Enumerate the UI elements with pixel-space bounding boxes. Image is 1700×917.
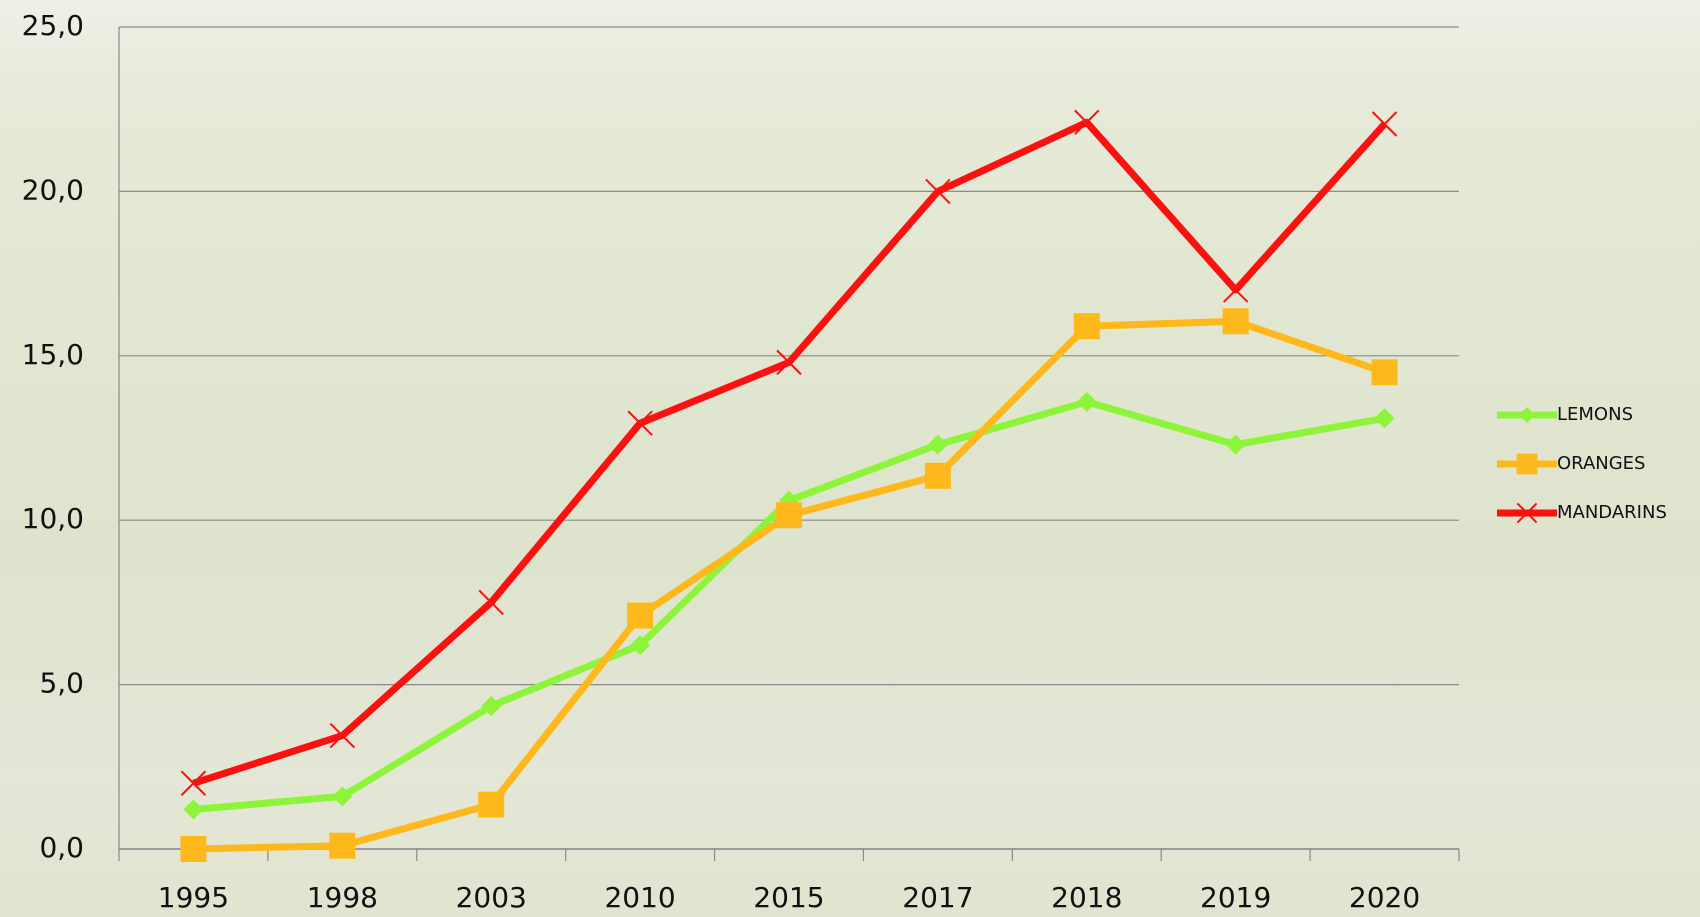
y-tick-label: 5,0 <box>39 667 84 700</box>
data-point <box>1371 359 1398 386</box>
data-point <box>478 791 505 818</box>
data-point <box>180 770 207 796</box>
legend-label: LEMONS <box>1557 404 1633 425</box>
data-point <box>183 799 204 820</box>
data-point <box>927 434 948 455</box>
legend-marker <box>1519 407 1535 423</box>
x-tick-label: 2003 <box>456 881 527 914</box>
data-point <box>1225 434 1246 455</box>
data-point <box>630 635 651 656</box>
series-line <box>193 398 1386 814</box>
x-tick-label: 2018 <box>1051 881 1122 914</box>
series-line <box>193 317 1386 853</box>
legend-label: MANDARINS <box>1557 502 1667 523</box>
y-tick-label: 15,0 <box>22 338 84 371</box>
data-point <box>924 462 951 489</box>
data-point <box>332 786 353 807</box>
y-tick-label: 20,0 <box>22 173 84 206</box>
x-tick-label: 2020 <box>1349 881 1420 914</box>
legend-marker <box>1516 502 1538 524</box>
data-point <box>481 695 502 716</box>
data-point <box>1073 313 1100 340</box>
data-point <box>478 589 504 616</box>
data-point <box>329 722 356 749</box>
x-tick-label: 2019 <box>1200 881 1271 914</box>
data-point <box>776 349 802 376</box>
data-point <box>776 502 802 529</box>
data-point <box>1374 408 1395 429</box>
data-point <box>1076 391 1097 412</box>
data-point <box>627 602 654 629</box>
legend-label: ORANGES <box>1557 453 1645 474</box>
x-tick-label: 2010 <box>604 881 675 914</box>
y-tick-label: 0,0 <box>39 831 84 864</box>
data-point <box>1222 308 1249 335</box>
x-tick-label: 2017 <box>902 881 973 914</box>
data-point <box>1222 277 1249 303</box>
data-point <box>180 836 207 862</box>
y-tick-label: 10,0 <box>22 502 84 535</box>
data-point <box>329 832 356 859</box>
data-point <box>1371 111 1398 137</box>
data-point <box>627 410 653 436</box>
data-point <box>1074 109 1100 136</box>
x-tick-label: 1995 <box>158 881 229 914</box>
legend-marker <box>1516 453 1538 475</box>
x-tick-label: 2015 <box>753 881 824 914</box>
y-tick-label: 25,0 <box>22 9 84 42</box>
x-tick-label: 1998 <box>307 881 378 914</box>
data-point <box>925 178 951 205</box>
